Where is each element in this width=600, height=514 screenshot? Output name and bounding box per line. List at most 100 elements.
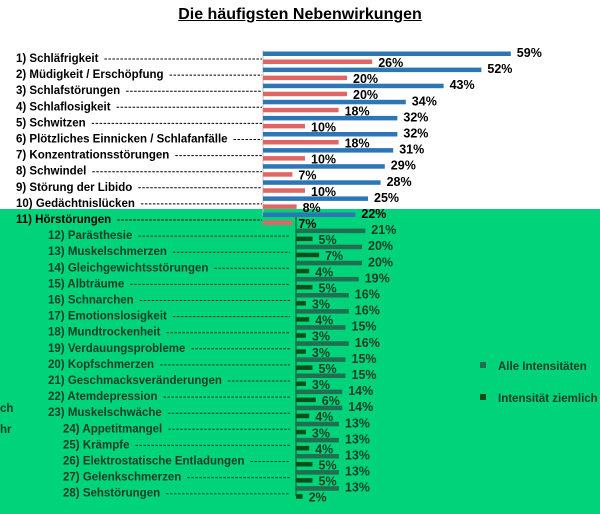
bar-strong-intensity <box>296 236 313 242</box>
value-label-all: 52% <box>487 62 512 76</box>
fragment-text: ch <box>0 403 13 415</box>
category-label: 7) Konzentrationsstörungen <box>16 150 169 162</box>
value-label-strong: 5% <box>319 459 337 473</box>
value-label-all: 20% <box>368 239 393 253</box>
value-label-strong: 18% <box>345 137 370 151</box>
bar-strong-intensity <box>263 91 347 97</box>
bar-strong-intensity <box>296 397 316 403</box>
bar-strong-intensity <box>296 268 310 274</box>
bar-all-intensities <box>296 437 339 443</box>
bar-all-intensities <box>296 325 346 330</box>
category-label: 23) Muskelschwäche <box>48 407 162 419</box>
value-label-strong: 7% <box>298 169 316 183</box>
bar-all-intensities <box>263 164 385 169</box>
bar-all-intensities <box>263 132 398 137</box>
value-label-strong: 2% <box>309 491 327 505</box>
value-label-strong: 4% <box>315 410 333 424</box>
category-label: 13) Muskelschmerzen <box>48 246 167 258</box>
value-label-all: 14% <box>348 384 373 398</box>
category-label: 28) Sehstörungen <box>63 488 160 500</box>
value-label-all: 13% <box>345 481 370 495</box>
value-label-all: 28% <box>387 175 412 189</box>
bar-all-intensities <box>263 99 406 105</box>
value-label-strong: 3% <box>312 346 330 360</box>
bar-strong-intensity <box>263 188 305 193</box>
value-label-strong: 10% <box>311 185 336 199</box>
value-label-all: 15% <box>352 352 377 366</box>
bar-strong-intensity <box>263 156 305 161</box>
value-label-all: 13% <box>345 465 370 479</box>
value-label-all: 31% <box>399 143 424 157</box>
value-label-all: 13% <box>345 416 370 430</box>
bar-all-intensities <box>296 244 362 250</box>
value-label-strong: 8% <box>303 201 321 215</box>
category-label: 10) Gedächtnislücken <box>16 198 135 210</box>
value-label-strong: 4% <box>315 265 333 279</box>
value-label-strong: 3% <box>312 330 330 344</box>
value-label-all: 43% <box>450 78 475 92</box>
bar-all-intensities <box>263 83 444 89</box>
bar-all-intensities <box>296 373 346 378</box>
value-label-strong: 20% <box>353 72 378 86</box>
value-label-all: 25% <box>374 191 399 205</box>
category-label: 26) Elektrostatische Entladungen <box>63 456 245 468</box>
bar-strong-intensity <box>296 413 310 419</box>
bar-all-intensities <box>263 180 381 185</box>
value-label-strong: 10% <box>311 153 336 167</box>
value-label-strong: 3% <box>312 298 330 312</box>
bar-strong-intensity <box>296 381 306 386</box>
bar-strong-intensity <box>263 204 297 209</box>
bar-all-intensities <box>296 260 362 266</box>
value-label-all: 15% <box>352 368 377 382</box>
value-label-all: 19% <box>365 271 390 285</box>
category-label: 3) Schlafstörungen <box>16 85 120 97</box>
category-label: 16) Schnarchen <box>48 295 134 307</box>
legend-label-strong: Intensität ziemlich stark oder mehr <box>498 393 600 405</box>
category-label: 25) Krämpfe <box>63 439 129 451</box>
bar-all-intensities <box>296 486 339 491</box>
bar-strong-intensity <box>296 317 310 322</box>
value-label-strong: 20% <box>353 88 378 102</box>
bar-all-intensities <box>296 454 339 459</box>
category-label: 15) Albträume <box>48 278 124 290</box>
value-label-strong: 4% <box>315 314 333 328</box>
category-label: 27) Gelenkschmerzen <box>63 472 181 484</box>
bar-strong-intensity <box>296 429 306 435</box>
value-label-all: 16% <box>355 288 380 302</box>
bar-all-intensities <box>263 115 398 121</box>
value-label-strong: 26% <box>378 56 403 70</box>
bar-all-intensities <box>296 405 343 411</box>
bar-all-intensities <box>296 309 349 314</box>
legend-label-all: Alle Intensitäten <box>498 361 587 373</box>
bar-strong-intensity <box>296 462 313 467</box>
bar-strong-intensity <box>296 252 320 258</box>
category-label: 5) Schwitzen <box>16 117 86 129</box>
value-label-all: 32% <box>403 127 428 141</box>
value-label-all: 20% <box>368 255 393 269</box>
bar-strong-intensity <box>296 349 306 354</box>
value-label-all: 13% <box>345 449 370 463</box>
value-label-all: 15% <box>352 320 377 334</box>
value-label-all: 59% <box>517 46 542 60</box>
bar-strong-intensity <box>296 301 306 306</box>
legend-swatch-strong <box>480 394 486 400</box>
category-label: 21) Geschmacksveränderungen <box>48 375 222 387</box>
category-label: 9) Störung der Libido <box>16 182 132 194</box>
bar-all-intensities <box>263 148 394 153</box>
value-label-strong: 18% <box>345 104 370 118</box>
bar-strong-intensity <box>296 478 313 483</box>
category-label: 1) Schläfrigkeit <box>16 53 99 65</box>
chart-title: Die häufigsten Nebenwirkungen <box>178 6 422 23</box>
fragment-text: hr <box>0 424 12 436</box>
bar-all-intensities <box>263 196 368 201</box>
legend-swatch-all <box>480 362 486 368</box>
bar-all-intensities <box>296 228 366 234</box>
category-label: 4) Schlaflosigkeit <box>16 101 111 113</box>
value-label-strong: 10% <box>311 120 336 134</box>
category-label: 24) Appetitmangel <box>63 423 162 435</box>
value-label-strong: 5% <box>319 281 337 295</box>
value-label-strong: 7% <box>298 217 316 231</box>
bar-all-intensities <box>296 357 346 362</box>
value-label-all: 34% <box>412 94 437 108</box>
